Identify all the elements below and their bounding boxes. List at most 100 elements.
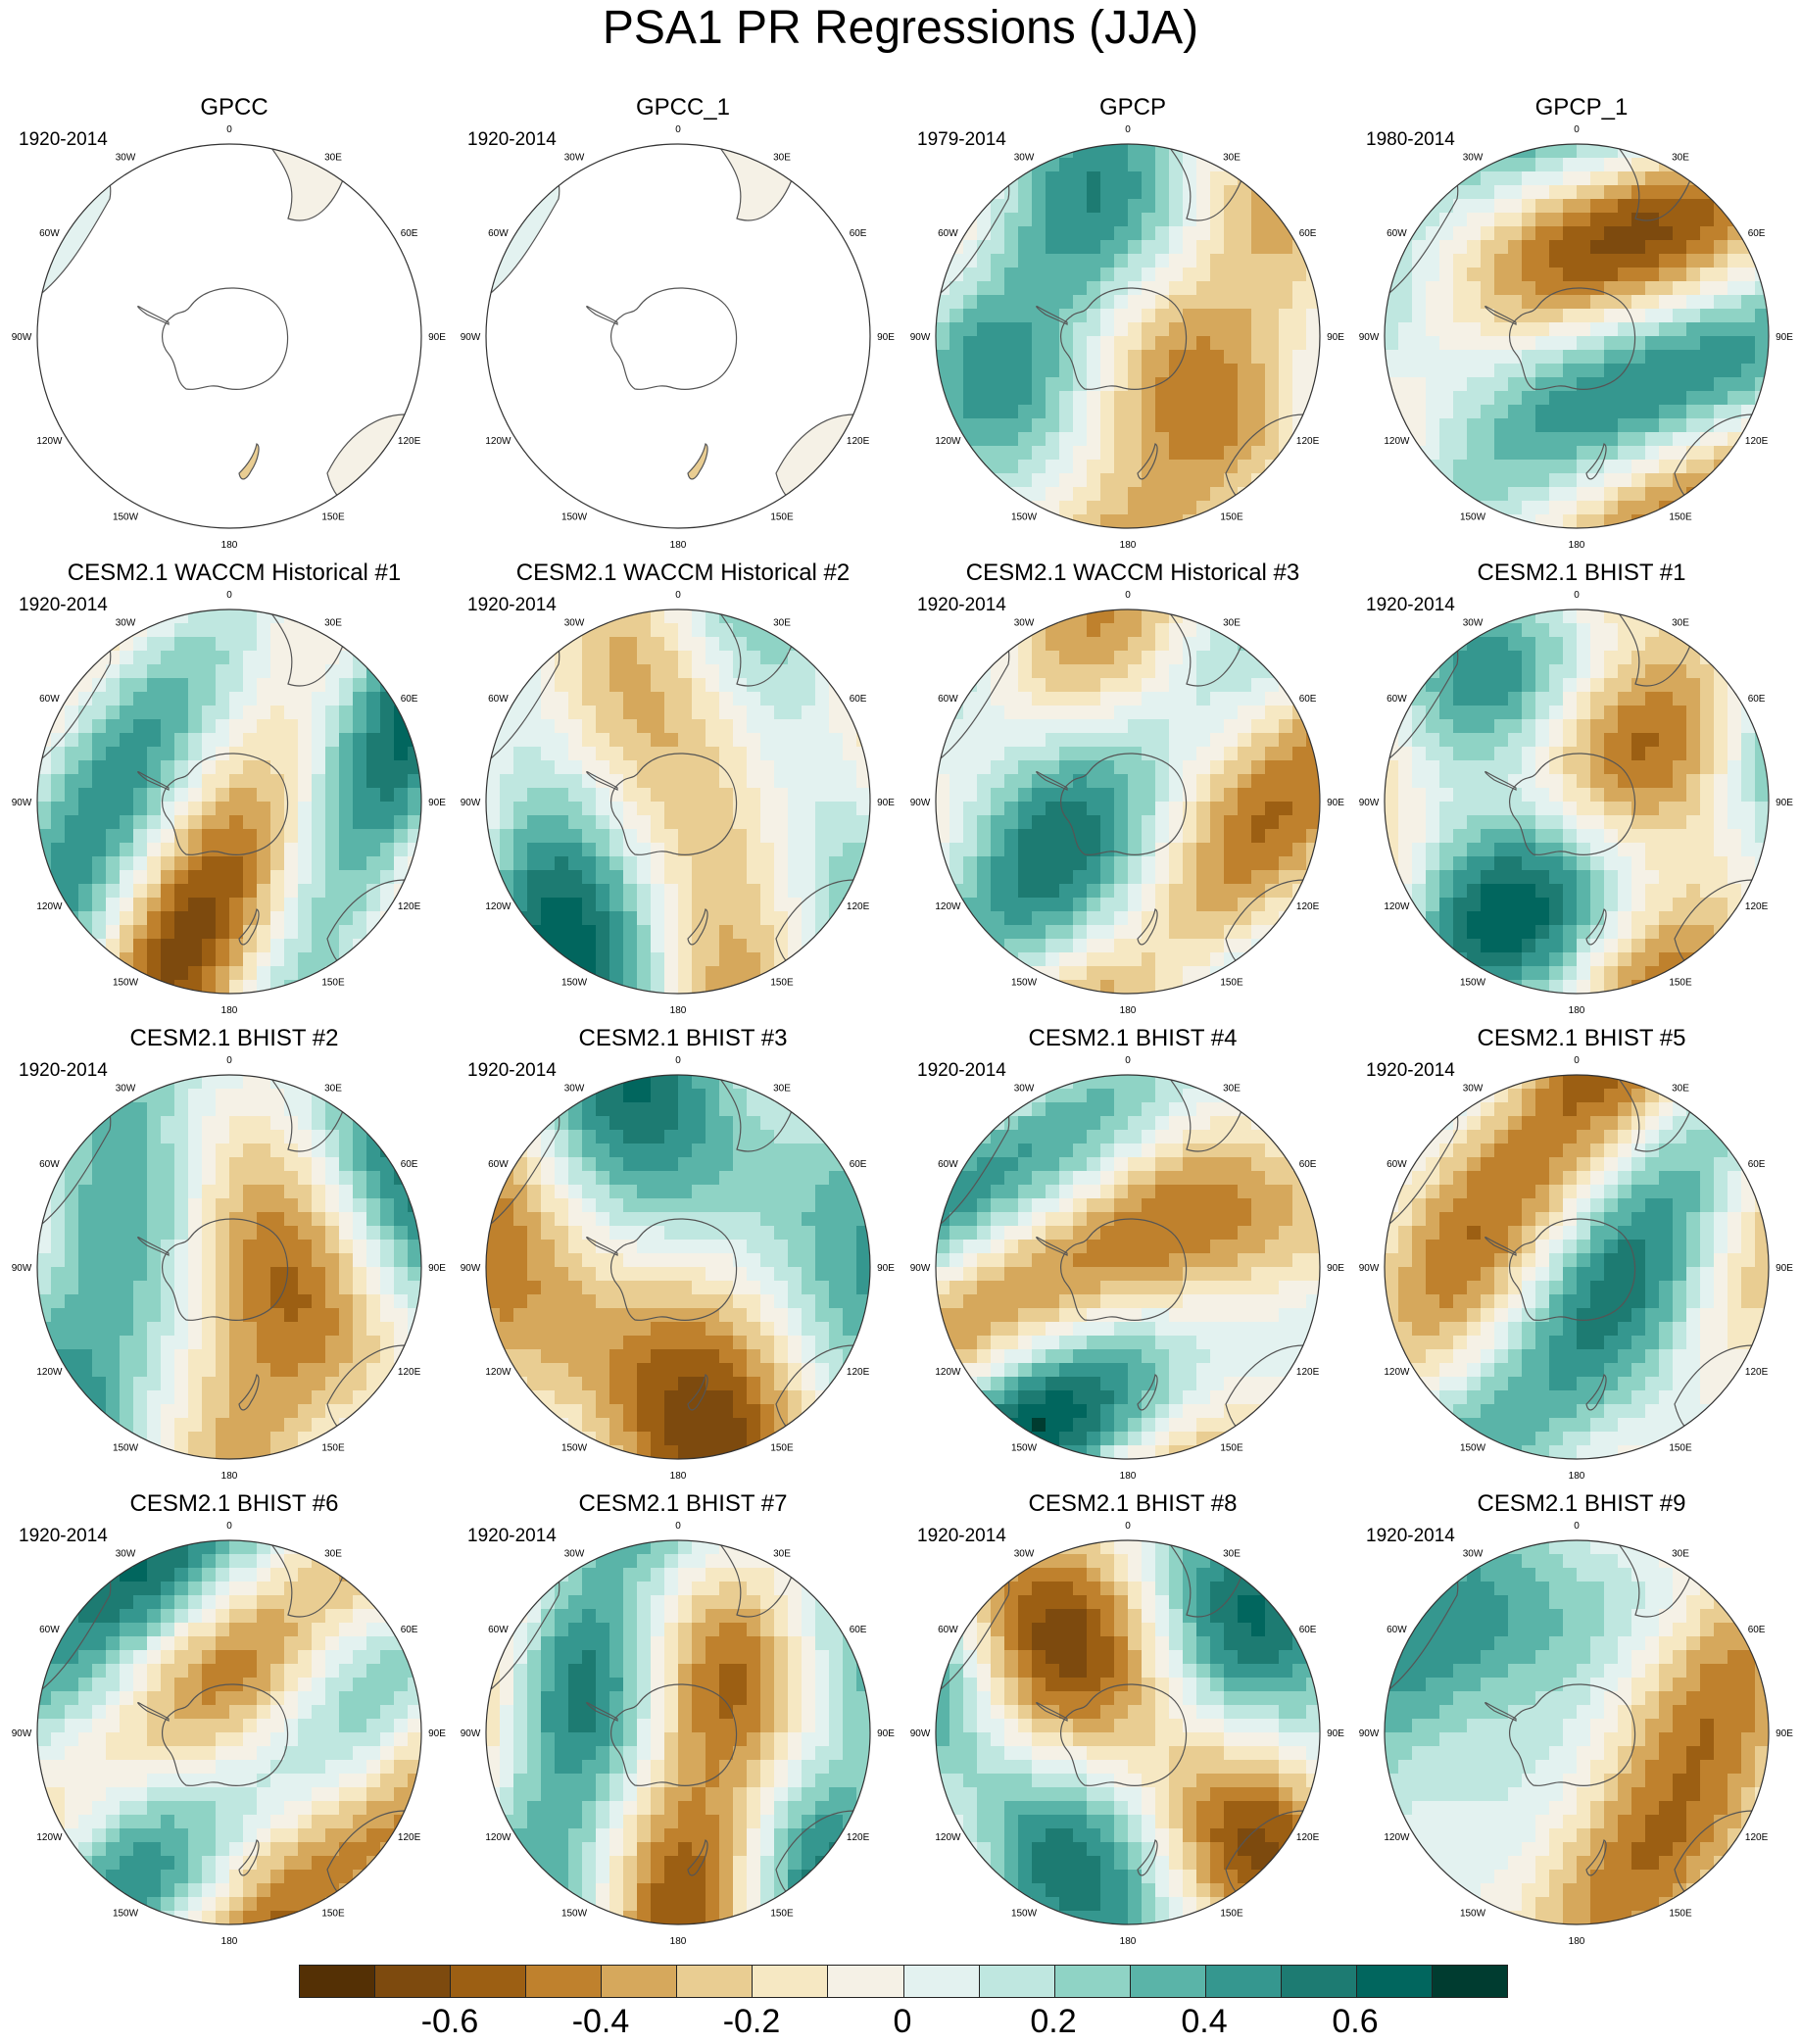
lon-label: 180 xyxy=(221,1936,238,1947)
lon-label: 120W xyxy=(935,1832,961,1843)
lon-label: 60E xyxy=(1299,228,1317,239)
lon-label: 0 xyxy=(675,1055,681,1066)
polar-map: 0 30E 60E 90E 120E 150E 180 150W 120W 90W 60W 30W xyxy=(910,590,1345,1016)
map-panel: 0 30E 60E 90E 120E 150E 180 150W 120W 90W 60W 30W GP… xyxy=(10,94,459,555)
lon-label: 0 xyxy=(226,1055,232,1066)
map-field xyxy=(486,1540,870,1924)
panel-title: CESM2.1 BHIST #9 xyxy=(1477,1490,1686,1517)
map-border xyxy=(36,1074,422,1460)
coastline xyxy=(586,1237,618,1256)
map-field xyxy=(37,609,421,994)
lon-label: 150E xyxy=(1220,1443,1243,1454)
lon-label: 120E xyxy=(1745,901,1769,912)
polar-map: 0 30E 60E 90E 120E 150E 180 150W 120W 90W 60W 30W xyxy=(910,124,1345,551)
lon-label: 120W xyxy=(485,1832,511,1843)
map-panel: 0 30E 60E 90E 120E 150E 180 150W 120W 90W 60W 30W CE… xyxy=(459,1490,907,1951)
panel-title: CESM2.1 BHIST #3 xyxy=(578,1025,788,1051)
lon-label: 150E xyxy=(321,1443,345,1454)
lon-label: 180 xyxy=(670,1005,687,1016)
lon-label: 120E xyxy=(398,436,421,447)
lon-label: 30W xyxy=(116,1548,136,1559)
lon-label: 60W xyxy=(39,228,60,239)
map-field xyxy=(486,609,870,994)
lon-label: 150W xyxy=(1460,512,1486,523)
lon-label: 90W xyxy=(910,798,931,808)
polar-map: 0 30E 60E 90E 120E 150E 180 150W 120W 90W 60W 30W xyxy=(12,1521,447,1947)
lon-label: 30E xyxy=(1223,1548,1241,1559)
map-field xyxy=(936,144,1320,528)
lon-label: 150W xyxy=(561,978,588,989)
polar-map: 0 30E 60E 90E 120E 150E 180 150W 120W 90W 60W 30W xyxy=(12,124,447,551)
lon-label: 0 xyxy=(226,124,232,135)
map-border xyxy=(935,608,1321,995)
lon-label: 30E xyxy=(324,1548,342,1559)
lon-label: 60E xyxy=(1748,694,1766,705)
coastline xyxy=(687,1374,708,1411)
map-panel: 0 30E 60E 90E 120E 150E 180 150W 120W 90W 60W 30W GP… xyxy=(908,94,1357,555)
lon-label: 0 xyxy=(226,590,232,601)
lon-label: 90W xyxy=(1359,798,1380,808)
polar-map: 0 30E 60E 90E 120E 150E 180 150W 120W 90W 60W 30W xyxy=(461,1055,896,1482)
panel-title: CESM2.1 WACCM Historical #3 xyxy=(965,560,1300,586)
coastline xyxy=(687,908,708,946)
lon-label: 150E xyxy=(321,1909,345,1920)
lon-label: 180 xyxy=(221,540,238,551)
lon-label: 90W xyxy=(461,1263,481,1274)
lon-label: 60E xyxy=(850,694,867,705)
coastline xyxy=(1485,1702,1517,1722)
colorbar-swatch xyxy=(451,1966,527,1997)
lon-label: 150E xyxy=(1669,978,1692,989)
lon-label: 60E xyxy=(850,1625,867,1635)
map-border xyxy=(935,143,1321,529)
lon-label: 150W xyxy=(1011,512,1038,523)
colorbar-tick-label: -0.6 xyxy=(420,2003,479,2040)
lon-label: 0 xyxy=(1574,1521,1580,1532)
colorbar-swatch xyxy=(375,1966,452,1997)
colorbar-swatch xyxy=(828,1966,904,1997)
lon-label: 180 xyxy=(1569,540,1585,551)
lon-label: 150E xyxy=(1669,512,1692,523)
colorbar-swatch xyxy=(602,1966,678,1997)
panel-period: 1920-2014 xyxy=(1366,1060,1455,1081)
polar-map: 0 30E 60E 90E 120E 150E 180 150W 120W 90W 60W 30W xyxy=(461,124,896,551)
lon-label: 90W xyxy=(910,332,931,343)
coastline xyxy=(1137,1374,1158,1411)
lon-label: 30E xyxy=(773,1548,791,1559)
panel-period: 1920-2014 xyxy=(467,1526,557,1546)
map-field xyxy=(1385,609,1769,994)
coastline xyxy=(238,443,260,480)
panel-period: 1920-2014 xyxy=(19,1526,108,1546)
lon-label: 120E xyxy=(847,1367,870,1378)
lon-label: 180 xyxy=(221,1005,238,1016)
lon-label: 150W xyxy=(1011,1443,1038,1454)
colorbar-swatch xyxy=(979,1966,1055,1997)
lon-label: 60W xyxy=(1387,1625,1407,1635)
lon-label: 120E xyxy=(398,1367,421,1378)
colorbar-swatch xyxy=(1054,1966,1131,1997)
panel-title: CESM2.1 BHIST #6 xyxy=(129,1490,339,1517)
lon-label: 90E xyxy=(1776,1263,1793,1274)
lon-label: 120E xyxy=(1296,901,1320,912)
polar-map: 0 30E 60E 90E 120E 150E 180 150W 120W 90W 60W 30W xyxy=(12,1055,447,1482)
lon-label: 90E xyxy=(1327,1728,1344,1739)
lon-label: 90E xyxy=(877,332,895,343)
lon-label: 30W xyxy=(116,152,136,163)
lon-label: 90E xyxy=(1327,798,1344,808)
lon-label: 150E xyxy=(1220,1909,1243,1920)
lon-label: 150E xyxy=(770,1443,794,1454)
lon-label: 180 xyxy=(221,1471,238,1482)
polar-map: 0 30E 60E 90E 120E 150E 180 150W 120W 90W 60W 30W xyxy=(1359,124,1794,551)
panel-period: 1920-2014 xyxy=(1366,595,1455,615)
lon-label: 60W xyxy=(938,1159,958,1170)
lon-label: 90E xyxy=(428,798,446,808)
panel-title: CESM2.1 BHIST #1 xyxy=(1477,560,1686,586)
colorbar-tick-label: 0.4 xyxy=(1181,2003,1228,2040)
polar-map: 0 30E 60E 90E 120E 150E 180 150W 120W 90W 60W 30W xyxy=(1359,1521,1794,1947)
lon-label: 0 xyxy=(1574,1055,1580,1066)
lon-label: 60W xyxy=(938,1625,958,1635)
coastline xyxy=(586,306,618,325)
panel-title: CESM2.1 BHIST #8 xyxy=(1028,1490,1238,1517)
lon-label: 180 xyxy=(1569,1471,1585,1482)
lon-label: 60E xyxy=(1748,228,1766,239)
panel-title: GPCP_1 xyxy=(1534,94,1629,121)
